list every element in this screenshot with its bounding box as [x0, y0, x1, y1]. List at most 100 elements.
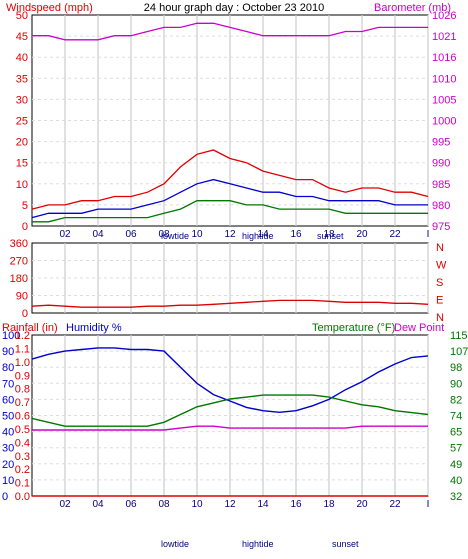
- baro-tick-label: 985: [432, 179, 450, 191]
- hightide-marker-2: hightide: [242, 539, 274, 549]
- wind-tick-label: 15: [16, 158, 28, 170]
- compass-label: E: [436, 295, 443, 307]
- x-tick-label: 10: [191, 229, 203, 240]
- direction-tick-label: 180: [10, 273, 28, 285]
- rain-tick-label: 0.0: [15, 491, 30, 503]
- baro-tick-label: 1016: [432, 52, 456, 64]
- baro-tick-label: 1021: [432, 31, 456, 43]
- x-tick-label: 14: [257, 229, 269, 240]
- x-tick-label: 16: [290, 229, 302, 240]
- x-tick-label: 06: [125, 499, 137, 510]
- rain-tick-label: 0.5: [15, 424, 30, 436]
- lowtide-marker: lowtide: [161, 231, 189, 241]
- baro-tick-label: 975: [432, 221, 450, 233]
- humidity-tick-label: 30: [2, 443, 14, 455]
- rain-tick-label: 0.9: [15, 370, 30, 382]
- x-tick-label: 20: [356, 499, 368, 510]
- barometer-axis-label: Barometer (mb): [374, 2, 451, 14]
- x-tick-label: 06: [125, 229, 137, 240]
- temperature-tick-label: 65: [450, 427, 462, 439]
- wind-tick-label: 35: [16, 73, 28, 85]
- dewpoint-axis-label: Dew Point: [394, 322, 444, 334]
- baro-tick-label: 980: [432, 200, 450, 212]
- rain-tick-label: 0.6: [15, 411, 30, 423]
- wind-tick-label: 40: [16, 52, 28, 64]
- windspeed-axis-label: Windspeed (mph): [6, 2, 93, 14]
- wind-low-line: [32, 200, 428, 223]
- temperature-tick-label: 115: [450, 330, 468, 342]
- compass-label: N: [436, 242, 444, 254]
- wind-direction-line: [31, 299, 429, 308]
- humidity-tick-label: 20: [2, 459, 14, 471]
- wind-tick-label: 50: [16, 10, 28, 22]
- x-tick-label: 22: [389, 499, 401, 510]
- rain-tick-label: 0.1: [15, 478, 30, 490]
- temperature-tick-label: 82: [450, 394, 462, 406]
- x-tick-label: I: [427, 499, 430, 510]
- temperature-tick-label: 74: [450, 411, 462, 423]
- direction-tick-label: 90: [16, 291, 28, 303]
- wind-barometer-panel: Windspeed (mph) Barometer (mb) 0 5 10 15 20 2…: [6, 2, 456, 241]
- direction-tick-label: 270: [10, 256, 28, 268]
- temperature-tick-label: 107: [450, 346, 468, 358]
- x-tick-label: 10: [191, 499, 203, 510]
- baro-tick-label: 1026: [432, 10, 456, 22]
- temperature-tick-label: 98: [450, 362, 462, 374]
- rain-tick-label: 0.4: [15, 437, 30, 449]
- baro-tick-label: 990: [432, 158, 450, 170]
- humidity-axis-label: Humidity %: [66, 322, 122, 334]
- hightide-marker: hightide: [242, 231, 274, 241]
- rain-tick-label: 0.3: [15, 451, 30, 463]
- chart-title: 24 hour graph day : October 23 2010: [144, 2, 324, 14]
- wind-tick-label: 25: [16, 116, 28, 128]
- temperature-tick-label: 57: [450, 443, 462, 455]
- sunset-marker-2: sunset: [332, 539, 359, 549]
- direction-tick-label: 0: [22, 308, 28, 320]
- compass-label: N: [436, 312, 444, 324]
- humidity-tick-label: 40: [2, 427, 14, 439]
- temperature-line: [31, 394, 429, 427]
- wind-tick-label: 0: [22, 221, 28, 233]
- x-tick-label: 18: [323, 229, 335, 240]
- humidity-tick-label: 90: [2, 346, 14, 358]
- sunset-marker: sunset: [317, 231, 344, 241]
- wind-tick-label: 5: [22, 200, 28, 212]
- x-tick-label: 08: [158, 229, 170, 240]
- wind-tick-label: 10: [16, 179, 28, 191]
- humidity-tick-label: 60: [2, 394, 14, 406]
- rain-tick-label: 0.2: [15, 464, 30, 476]
- temperature-tick-label: 40: [450, 475, 462, 487]
- x-tick-label: 02: [59, 229, 71, 240]
- temperature-tick-label: 90: [450, 378, 462, 390]
- rain-tick-label: 0.7: [15, 397, 30, 409]
- humidity-tick-label: 10: [2, 475, 14, 487]
- rain-humidity-temp-panel: Rainfall (in) Humidity % Temperature (°F…: [2, 322, 468, 549]
- humidity-tick-label: 0: [2, 491, 8, 503]
- x-tick-label: 12: [224, 499, 236, 510]
- rain-tick-label: 1.0: [15, 357, 30, 369]
- barometer-line: [32, 22, 428, 41]
- temperature-tick-label: 49: [450, 459, 462, 471]
- x-tick-label: 14: [257, 499, 269, 510]
- x-tick-label: 04: [92, 229, 104, 240]
- lowtide-marker-2: lowtide: [161, 539, 189, 549]
- baro-tick-label: 1000: [432, 116, 456, 128]
- temperature-axis-label: Temperature (°F): [312, 322, 395, 334]
- rainfall-axis-label: Rainfall (in): [2, 322, 58, 334]
- rain-tick-label: 1.1: [15, 343, 30, 355]
- humidity-line: [31, 347, 429, 414]
- temperature-tick-label: 32: [450, 491, 462, 503]
- windspeed-line: [31, 149, 429, 210]
- humidity-tick-label: 80: [2, 362, 14, 374]
- x-tick-label: 02: [59, 499, 71, 510]
- dewpoint-line: [32, 425, 428, 431]
- compass-label: S: [436, 277, 443, 289]
- baro-tick-label: 1005: [432, 94, 456, 106]
- wind-tick-label: 20: [16, 137, 28, 149]
- direction-tick-label: 360: [10, 238, 28, 250]
- x-tick-label: 20: [356, 229, 368, 240]
- rain-tick-label: 0.8: [15, 384, 30, 396]
- x-tick-label: 12: [224, 229, 236, 240]
- wind-average-line: [31, 178, 428, 219]
